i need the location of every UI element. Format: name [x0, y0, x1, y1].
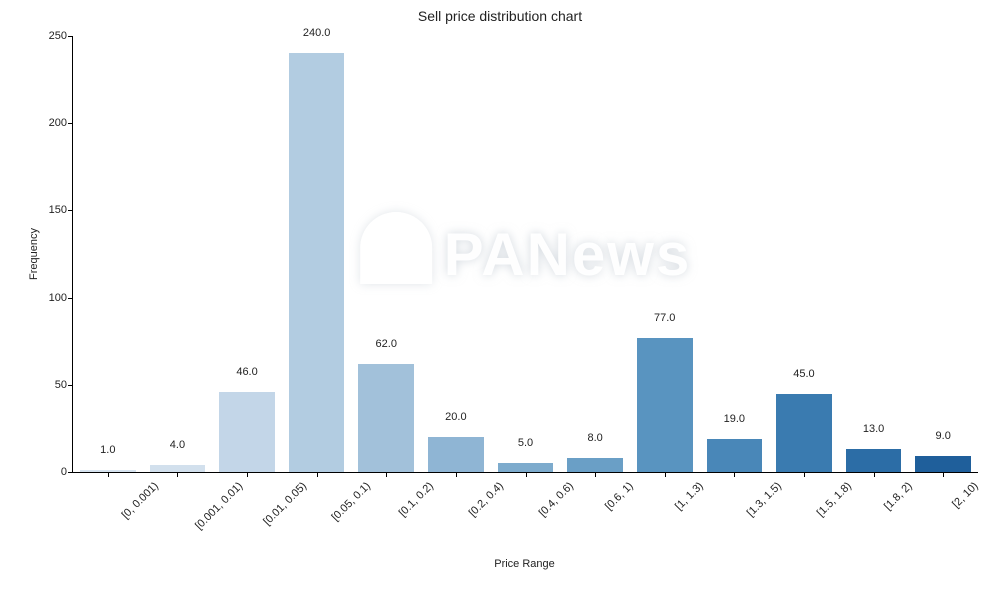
bar: [776, 394, 832, 472]
x-axis-label: Price Range: [494, 558, 555, 570]
bar-value-label: 20.0: [445, 411, 466, 423]
bar-value-label: 19.0: [724, 413, 745, 425]
sell-price-distribution-chart: Sell price distribution chart PANews 050…: [0, 0, 1000, 600]
bar: [289, 53, 345, 472]
x-tick: [526, 472, 527, 477]
bar: [150, 465, 206, 472]
x-tick: [804, 472, 805, 477]
watermark: PANews: [360, 218, 692, 290]
y-tick-label: 0: [61, 466, 73, 478]
x-tick-label: [0.2, 0.4): [467, 480, 506, 519]
x-tick: [108, 472, 109, 477]
x-tick: [874, 472, 875, 477]
x-tick-label: [1.5, 1.8): [815, 480, 854, 519]
x-tick: [456, 472, 457, 477]
x-tick-label: [0.1, 0.2): [397, 480, 436, 519]
x-tick-label: [0, 0.001): [119, 480, 160, 521]
plot-area: PANews 0501001502002501.0[0, 0.001)4.0[0…: [72, 36, 978, 473]
watermark-text: PANews: [444, 220, 692, 289]
x-tick: [734, 472, 735, 477]
y-axis-label: Frequency: [28, 228, 40, 280]
bar-value-label: 240.0: [303, 27, 331, 39]
x-tick-label: [0.01, 0.05): [261, 480, 309, 528]
bar-value-label: 62.0: [376, 338, 397, 350]
bar-value-label: 13.0: [863, 423, 884, 435]
x-tick-label: [0.6, 1): [603, 480, 636, 513]
bar: [707, 439, 763, 472]
x-tick-label: [0.4, 0.6): [536, 480, 575, 519]
bar: [567, 458, 623, 472]
x-tick: [386, 472, 387, 477]
bar-value-label: 4.0: [170, 439, 185, 451]
bar-value-label: 45.0: [793, 368, 814, 380]
bar: [428, 437, 484, 472]
chart-title: Sell price distribution chart: [0, 8, 1000, 24]
x-tick: [247, 472, 248, 477]
bar-value-label: 5.0: [518, 437, 533, 449]
x-tick-label: [1, 1.3): [673, 480, 706, 513]
bar-value-label: 77.0: [654, 312, 675, 324]
bar: [219, 392, 275, 472]
bar-value-label: 8.0: [587, 432, 602, 444]
y-tick-label: 50: [55, 379, 73, 391]
x-tick-label: [1.8, 2): [882, 480, 915, 513]
bar: [915, 456, 971, 472]
x-tick: [177, 472, 178, 477]
bar: [637, 338, 693, 472]
bar: [358, 364, 414, 472]
bar-value-label: 1.0: [100, 444, 115, 456]
x-tick-label: [0.001, 0.01): [194, 480, 246, 532]
y-tick-label: 100: [49, 292, 73, 304]
bar: [846, 449, 902, 472]
x-tick-label: [2, 10): [950, 480, 981, 511]
y-tick-label: 150: [49, 204, 73, 216]
x-tick-label: [1.3, 1.5): [745, 480, 784, 519]
watermark-icon: [360, 212, 432, 284]
x-tick: [595, 472, 596, 477]
x-tick: [943, 472, 944, 477]
x-tick: [317, 472, 318, 477]
bar: [498, 463, 554, 472]
bar-value-label: 46.0: [236, 366, 257, 378]
y-tick-label: 200: [49, 117, 73, 129]
x-tick: [665, 472, 666, 477]
bar-value-label: 9.0: [936, 430, 951, 442]
x-tick-label: [0.05, 0.1): [329, 480, 373, 524]
y-tick-label: 250: [49, 30, 73, 42]
